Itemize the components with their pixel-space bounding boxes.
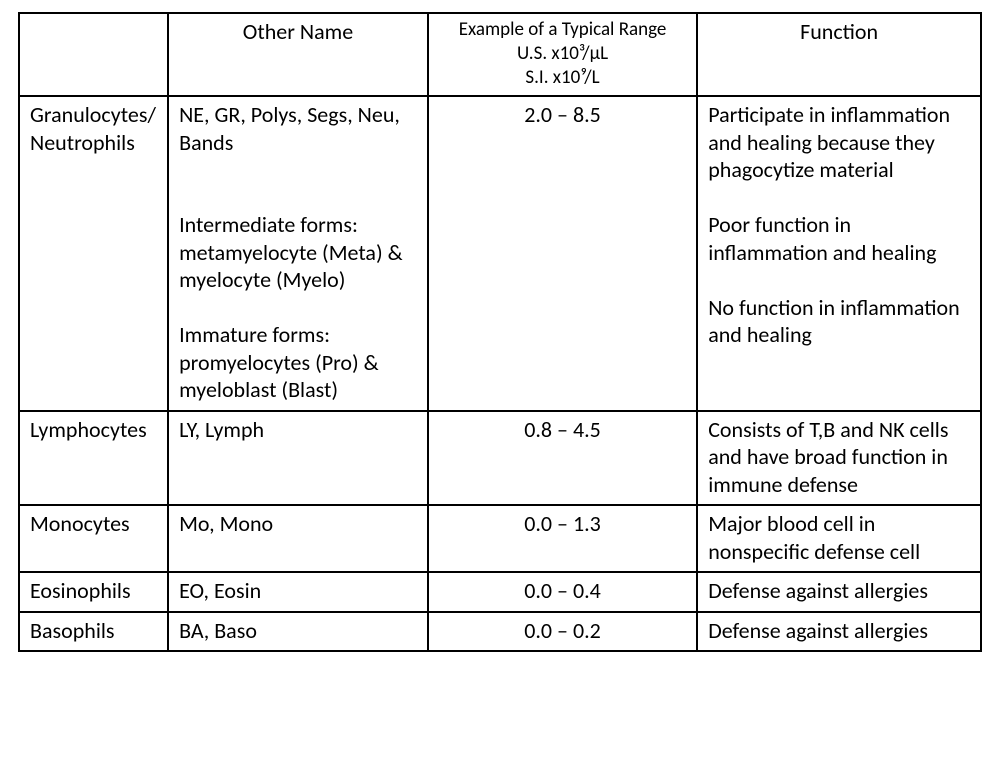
range-header-line2: U.S. x10³/μL bbox=[439, 42, 686, 66]
cell-range: 0.0 – 1.3 bbox=[428, 505, 697, 572]
cell-other-name: EO, Eosin bbox=[168, 572, 428, 612]
col-header-other-name: Other Name bbox=[168, 13, 428, 96]
cell-range: 0.0 – 0.4 bbox=[428, 572, 697, 612]
table-header-row: Other Name Example of a Typical Range U.… bbox=[19, 13, 981, 96]
cell-other-name: Mo, Mono bbox=[168, 505, 428, 572]
function-p3: No function in inflammation and healing bbox=[708, 294, 970, 349]
function-p2: Poor function in inflammation and healin… bbox=[708, 211, 970, 266]
cell-name: Eosinophils bbox=[19, 572, 168, 612]
cell-other-name: LY, Lymph bbox=[168, 411, 428, 506]
col-header-typical-range: Example of a Typical Range U.S. x10³/μL … bbox=[428, 13, 697, 96]
wbc-differential-table: Other Name Example of a Typical Range U.… bbox=[18, 12, 982, 652]
table-row: Eosinophils EO, Eosin 0.0 – 0.4 Defense … bbox=[19, 572, 981, 612]
table-row: Basophils BA, Baso 0.0 – 0.2 Defense aga… bbox=[19, 612, 981, 652]
col-header-name bbox=[19, 13, 168, 96]
range-header-line1: Example of a Typical Range bbox=[439, 18, 686, 42]
cell-name: Monocytes bbox=[19, 505, 168, 572]
cell-function: Participate in inflammation and healing … bbox=[697, 96, 981, 411]
cell-function: Consists of T,B and NK cells and have br… bbox=[697, 411, 981, 506]
cell-other-name: NE, GR, Polys, Segs, Neu, Bands Intermed… bbox=[168, 96, 428, 411]
other-name-p1: NE, GR, Polys, Segs, Neu, Bands bbox=[179, 101, 417, 156]
other-name-p3: Immature forms: promyelocytes (Pro) & my… bbox=[179, 321, 417, 404]
range-header-line3: S.I. x10⁹/L bbox=[439, 66, 686, 90]
col-header-function: Function bbox=[697, 13, 981, 96]
cell-other-name: BA, Baso bbox=[168, 612, 428, 652]
function-p1: Participate in inflammation and healing … bbox=[708, 101, 970, 184]
cell-range: 0.0 – 0.2 bbox=[428, 612, 697, 652]
cell-name: Basophils bbox=[19, 612, 168, 652]
cell-name: Lymphocytes bbox=[19, 411, 168, 506]
cell-function: Defense against allergies bbox=[697, 612, 981, 652]
cell-name: Granulocytes/ Neutrophils bbox=[19, 96, 168, 411]
table-row: Granulocytes/ Neutrophils NE, GR, Polys,… bbox=[19, 96, 981, 411]
other-name-p2: Intermediate forms: metamyelocyte (Meta)… bbox=[179, 211, 417, 294]
table-row: Monocytes Mo, Mono 0.0 – 1.3 Major blood… bbox=[19, 505, 981, 572]
cell-function: Major blood cell in nonspecific defense … bbox=[697, 505, 981, 572]
cell-range: 0.8 – 4.5 bbox=[428, 411, 697, 506]
cell-range: 2.0 – 8.5 bbox=[428, 96, 697, 411]
table-row: Lymphocytes LY, Lymph 0.8 – 4.5 Consists… bbox=[19, 411, 981, 506]
cell-function: Defense against allergies bbox=[697, 572, 981, 612]
